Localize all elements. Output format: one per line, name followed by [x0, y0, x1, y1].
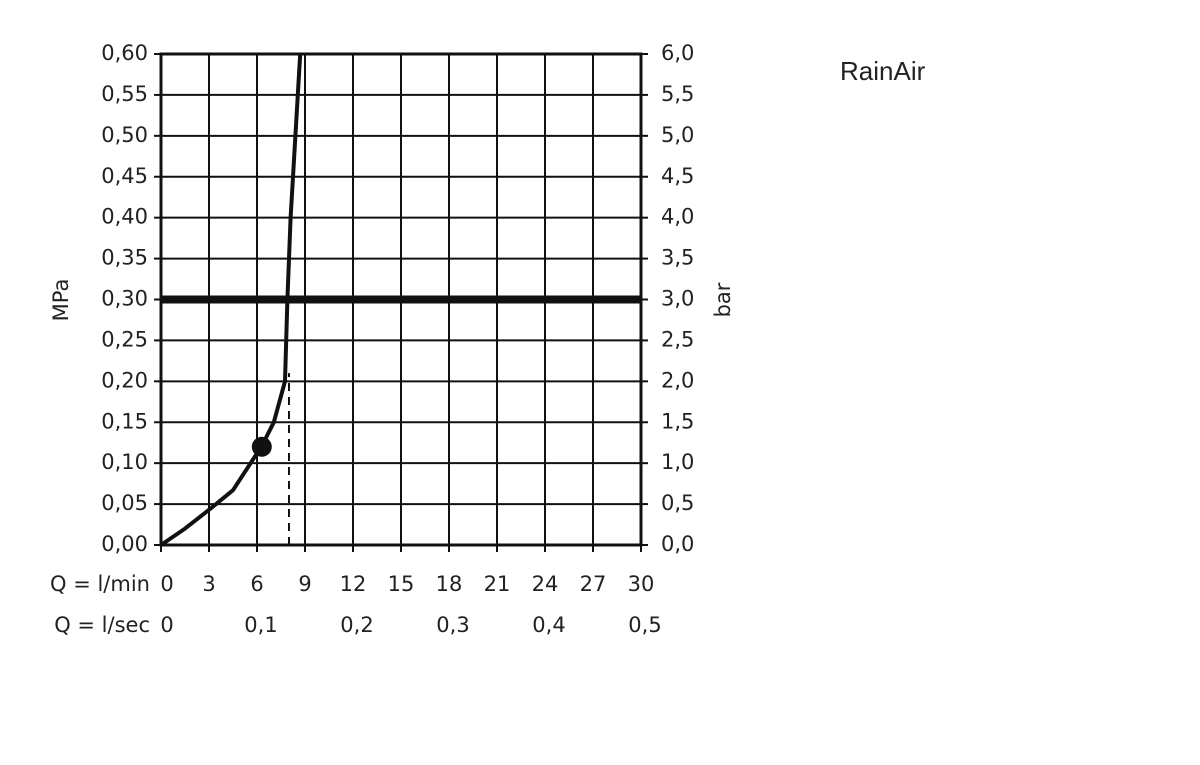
x-tick-label: 18 — [436, 572, 463, 596]
x2-tick-label: 0,2 — [340, 613, 373, 637]
y-tick-label: 0,30 — [101, 287, 148, 311]
y-tick-label: 0,15 — [101, 409, 148, 433]
y2-tick-label: 3,0 — [661, 287, 694, 311]
x-tick-label: 24 — [532, 572, 559, 596]
y-tick-label: 0,45 — [101, 164, 148, 188]
y2-tick-label: 5,5 — [661, 82, 694, 106]
x2-tick-label: 0 — [160, 613, 173, 637]
x-axis-label: Q = l/min — [50, 572, 150, 596]
y2-tick-label: 2,0 — [661, 368, 694, 392]
x-tick-label: 9 — [298, 572, 311, 596]
x-tick-label: 6 — [250, 572, 263, 596]
x-tick-label: 0 — [160, 572, 173, 596]
y-tick-label: 0,55 — [101, 82, 148, 106]
x-tick-label: 30 — [628, 572, 655, 596]
y2-tick-label: 6,0 — [661, 41, 694, 65]
y2-tick-label: 0,5 — [661, 491, 694, 515]
y2-tick-label: 0,0 — [661, 532, 694, 556]
y2-tick-label: 5,0 — [661, 123, 694, 147]
chart-title: RainAir — [840, 56, 926, 86]
operating-point — [251, 436, 272, 457]
x2-tick-label: 0,4 — [532, 613, 565, 637]
y-tick-label: 0,10 — [101, 450, 148, 474]
y-tick-label: 0,40 — [101, 205, 148, 229]
y2-tick-label: 1,5 — [661, 409, 694, 433]
y-tick-label: 0,35 — [101, 246, 148, 270]
x-tick-label: 12 — [340, 572, 367, 596]
x2-tick-label: 0,5 — [628, 613, 661, 637]
x-tick-label: 21 — [484, 572, 511, 596]
y-tick-label: 0,25 — [101, 327, 148, 351]
y2-tick-label: 3,5 — [661, 246, 694, 270]
y-tick-label: 0,50 — [101, 123, 148, 147]
y2-tick-label: 4,5 — [661, 164, 694, 188]
x-tick-label: 27 — [580, 572, 607, 596]
y2-tick-label: 4,0 — [661, 205, 694, 229]
y-axis-label: MPa — [49, 279, 73, 322]
x2-tick-label: 0,3 — [436, 613, 469, 637]
y-tick-label: 0,00 — [101, 532, 148, 556]
x2-axis-label: Q = l/sec — [54, 613, 150, 637]
x-tick-label: 15 — [388, 572, 415, 596]
y-tick-label: 0,20 — [101, 368, 148, 392]
x-tick-label: 3 — [202, 572, 215, 596]
x2-tick-label: 0,1 — [244, 613, 277, 637]
y2-tick-label: 2,5 — [661, 327, 694, 351]
y2-axis-label: bar — [711, 282, 735, 317]
y-tick-label: 0,60 — [101, 41, 148, 65]
y-tick-label: 0,05 — [101, 491, 148, 515]
curve — [159, 53, 303, 547]
y2-tick-label: 1,0 — [661, 450, 694, 474]
